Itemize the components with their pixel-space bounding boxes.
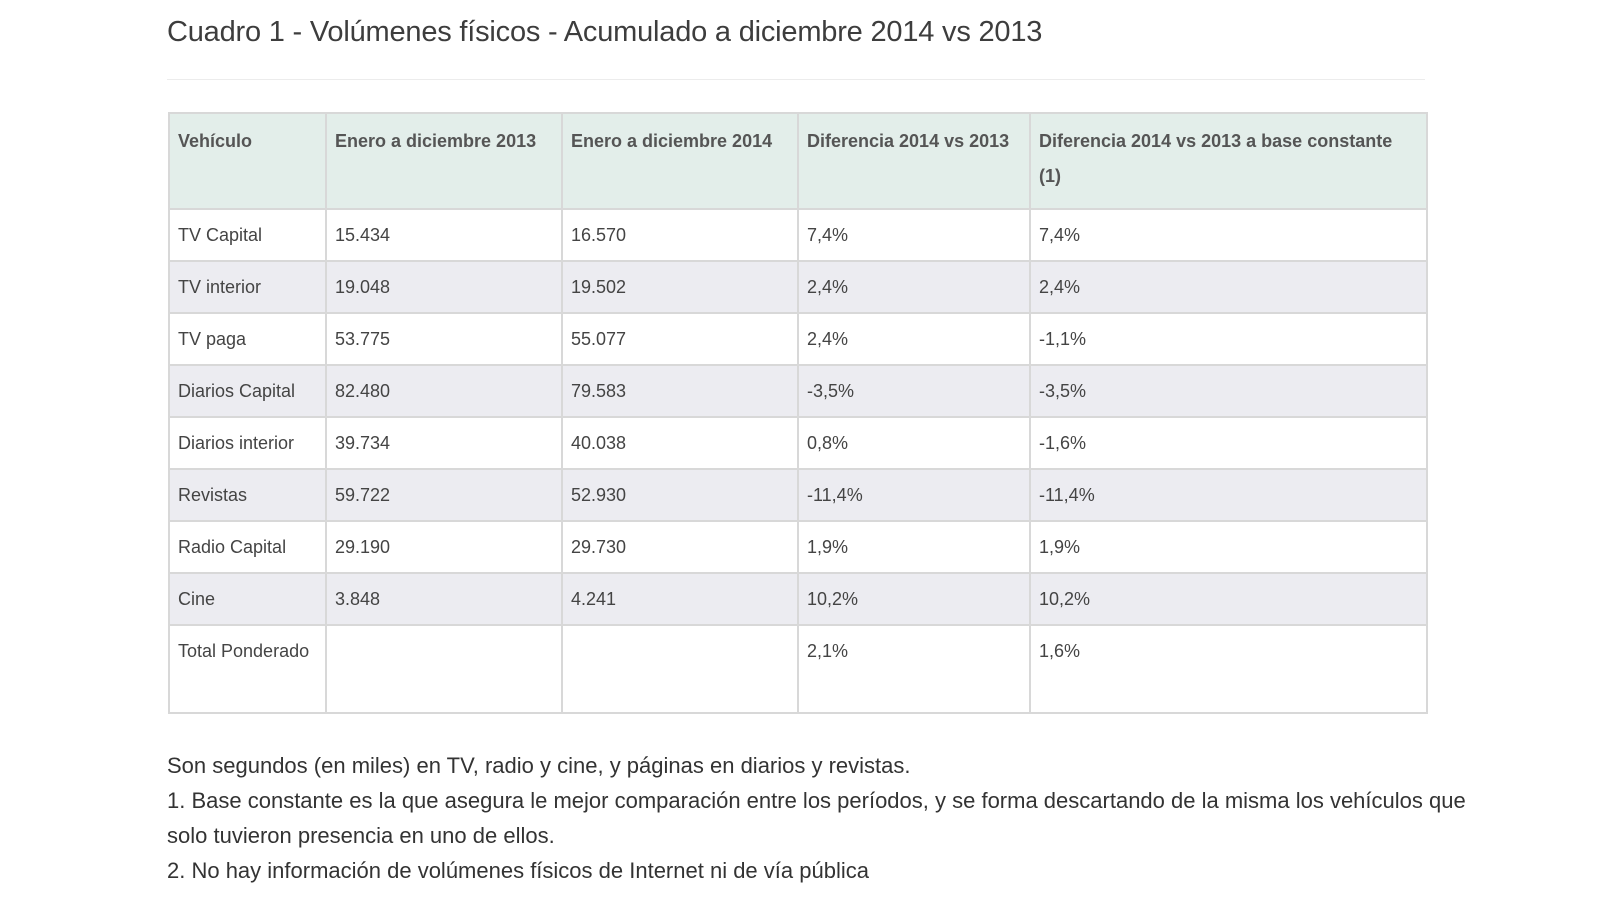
table-row: Revistas 59.722 52.930 -11,4% -11,4% — [168, 468, 1428, 522]
table-cell: 2,4% — [1029, 260, 1428, 314]
table-cell: 2,4% — [797, 312, 1031, 366]
title-divider — [167, 79, 1425, 80]
table-header-row: Vehículo Enero a diciembre 2013 Enero a … — [168, 112, 1428, 210]
column-header-2013: Enero a diciembre 2013 — [325, 112, 563, 210]
table-cell — [325, 624, 563, 714]
table-cell: Total Ponderado — [168, 624, 327, 714]
page-title: Cuadro 1 - Volúmenes físicos - Acumulado… — [167, 16, 1043, 48]
footnote-1: 1. Base constante es la que asegura le m… — [167, 788, 1466, 848]
table-cell: 39.734 — [325, 416, 563, 470]
table-cell: 52.930 — [561, 468, 799, 522]
table-cell: 19.502 — [561, 260, 799, 314]
table-cell: 7,4% — [797, 208, 1031, 262]
table-cell: 2,1% — [797, 624, 1031, 714]
table-cell: Radio Capital — [168, 520, 327, 574]
table-cell: 55.077 — [561, 312, 799, 366]
column-header-2014: Enero a diciembre 2014 — [561, 112, 799, 210]
table-cell: -3,5% — [1029, 364, 1428, 418]
table-cell: 7,4% — [1029, 208, 1428, 262]
table-cell: 10,2% — [1029, 572, 1428, 626]
table-cell: TV Capital — [168, 208, 327, 262]
table-cell: -11,4% — [797, 468, 1031, 522]
table-cell: 40.038 — [561, 416, 799, 470]
column-header-vehiculo: Vehículo — [168, 112, 327, 210]
table-cell: 53.775 — [325, 312, 563, 366]
table-cell: Diarios Capital — [168, 364, 327, 418]
table-cell: -1,1% — [1029, 312, 1428, 366]
table-cell: TV paga — [168, 312, 327, 366]
table-cell: 79.583 — [561, 364, 799, 418]
table-row: Diarios interior 39.734 40.038 0,8% -1,6… — [168, 416, 1428, 470]
table-cell — [561, 624, 799, 714]
table-cell: 29.190 — [325, 520, 563, 574]
table-cell: Cine — [168, 572, 327, 626]
table-cell: 82.480 — [325, 364, 563, 418]
table-row: Radio Capital 29.190 29.730 1,9% 1,9% — [168, 520, 1428, 574]
table-cell: Diarios interior — [168, 416, 327, 470]
footnotes: Son segundos (en miles) en TV, radio y c… — [167, 748, 1467, 888]
table-cell: TV interior — [168, 260, 327, 314]
table-cell: 0,8% — [797, 416, 1031, 470]
table-cell: 10,2% — [797, 572, 1031, 626]
table-cell: 15.434 — [325, 208, 563, 262]
footnote-2: 2. No hay información de volúmenes físic… — [167, 858, 869, 883]
table-cell: -3,5% — [797, 364, 1031, 418]
table-cell: 19.048 — [325, 260, 563, 314]
volumes-table: Vehículo Enero a diciembre 2013 Enero a … — [168, 112, 1428, 714]
table-total-row: Total Ponderado 2,1% 1,6% — [168, 624, 1428, 714]
table-cell: 59.722 — [325, 468, 563, 522]
table-cell: -1,6% — [1029, 416, 1428, 470]
table-cell: 2,4% — [797, 260, 1031, 314]
table-cell: 1,6% — [1029, 624, 1428, 714]
table-cell: 4.241 — [561, 572, 799, 626]
table-cell: 1,9% — [1029, 520, 1428, 574]
footnote-units: Son segundos (en miles) en TV, radio y c… — [167, 753, 911, 778]
column-header-diferencia-base-constante: Diferencia 2014 vs 2013 a base constante… — [1029, 112, 1428, 210]
table-row: Cine 3.848 4.241 10,2% 10,2% — [168, 572, 1428, 626]
table-cell: 16.570 — [561, 208, 799, 262]
table-row: Diarios Capital 82.480 79.583 -3,5% -3,5… — [168, 364, 1428, 418]
table-cell: 3.848 — [325, 572, 563, 626]
table-row: TV paga 53.775 55.077 2,4% -1,1% — [168, 312, 1428, 366]
table-cell: 1,9% — [797, 520, 1031, 574]
table-cell: -11,4% — [1029, 468, 1428, 522]
table-row: TV Capital 15.434 16.570 7,4% 7,4% — [168, 208, 1428, 262]
table-cell: 29.730 — [561, 520, 799, 574]
table-row: TV interior 19.048 19.502 2,4% 2,4% — [168, 260, 1428, 314]
table-cell: Revistas — [168, 468, 327, 522]
column-header-diferencia: Diferencia 2014 vs 2013 — [797, 112, 1031, 210]
